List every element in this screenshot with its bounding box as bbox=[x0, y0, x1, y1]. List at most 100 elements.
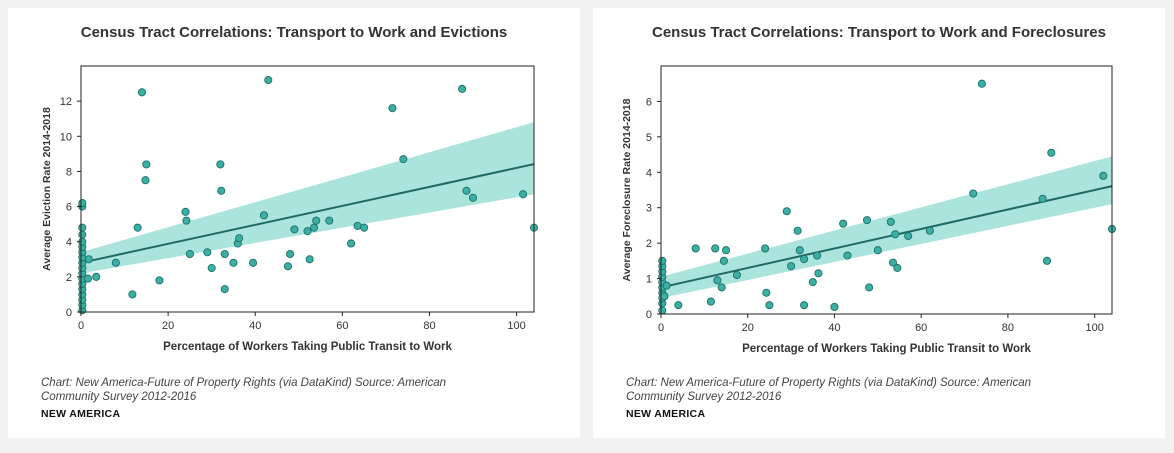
y-axis-label: Average Foreclosure Rate 2014-2018 bbox=[621, 98, 633, 281]
y-tick-label: 10 bbox=[60, 131, 72, 143]
data-point bbox=[519, 190, 528, 199]
data-point bbox=[137, 88, 147, 97]
data-point bbox=[1047, 148, 1056, 157]
data-point bbox=[399, 155, 408, 164]
data-point bbox=[904, 232, 913, 241]
chart-caption: Chart: New America-Future of Property Ri… bbox=[626, 377, 1031, 403]
data-point bbox=[388, 104, 397, 113]
y-tick-label: 0 bbox=[66, 307, 72, 319]
data-point bbox=[182, 216, 191, 225]
data-point bbox=[207, 264, 216, 273]
data-point bbox=[84, 255, 93, 264]
brand-label: NEW AMERICA bbox=[41, 408, 121, 420]
x-tick-label: 20 bbox=[162, 320, 174, 332]
data-point bbox=[658, 256, 667, 265]
data-point bbox=[888, 258, 898, 267]
data-point bbox=[761, 244, 770, 253]
data-point bbox=[468, 193, 478, 202]
data-point bbox=[721, 246, 731, 255]
data-point bbox=[217, 186, 226, 195]
chart-caption: Chart: New America-Future of Property Ri… bbox=[41, 377, 446, 403]
x-tick-label: 0 bbox=[658, 322, 664, 334]
y-tick-label: 2 bbox=[66, 272, 72, 284]
regression-line bbox=[80, 163, 535, 264]
data-point bbox=[141, 176, 150, 185]
data-point bbox=[717, 283, 726, 292]
chart-title: Census Tract Correlations: Transport to … bbox=[80, 24, 508, 41]
data-point bbox=[886, 217, 895, 226]
data-point bbox=[229, 258, 238, 267]
data-point bbox=[78, 223, 87, 232]
y-tick-label: 0 bbox=[646, 309, 652, 321]
y-tick-label: 4 bbox=[66, 237, 72, 249]
y-tick-label: 5 bbox=[646, 132, 652, 144]
data-point bbox=[286, 249, 295, 259]
data-point bbox=[873, 246, 882, 255]
data-point bbox=[305, 255, 314, 264]
data-point bbox=[706, 297, 715, 306]
plot-frame bbox=[80, 65, 535, 313]
data-point bbox=[977, 79, 986, 88]
chart-panel-foreclosures: Census Tract Correlations: Transport to … bbox=[593, 8, 1165, 438]
data-point bbox=[800, 255, 809, 264]
data-point bbox=[658, 306, 667, 315]
y-axis-label: Average Eviction Rate 2014-2018 bbox=[41, 107, 53, 271]
data-point bbox=[925, 226, 934, 235]
x-tick-label: 100 bbox=[507, 320, 525, 332]
data-point bbox=[795, 246, 804, 255]
confidence-band bbox=[661, 156, 1112, 299]
data-point bbox=[1038, 194, 1047, 203]
data-point bbox=[78, 230, 87, 239]
data-point bbox=[259, 211, 268, 220]
x-tick-label: 0 bbox=[78, 320, 84, 332]
data-point bbox=[142, 160, 151, 169]
data-point bbox=[220, 249, 229, 259]
x-tick-label: 80 bbox=[1002, 322, 1014, 334]
y-tick-label: 3 bbox=[646, 203, 652, 215]
data-point bbox=[155, 276, 164, 285]
data-point bbox=[216, 160, 225, 169]
data-point bbox=[312, 216, 321, 225]
data-point bbox=[660, 292, 669, 301]
y-tick-label: 4 bbox=[646, 167, 652, 179]
data-point bbox=[1042, 256, 1052, 265]
data-point bbox=[691, 244, 700, 253]
data-point bbox=[839, 219, 848, 228]
chart-panel-evictions: Census Tract Correlations: Transport to … bbox=[8, 8, 580, 438]
brand-label: NEW AMERICA bbox=[626, 408, 706, 420]
data-point bbox=[893, 263, 902, 272]
y-tick-label: 8 bbox=[66, 166, 72, 178]
data-point bbox=[711, 244, 720, 253]
data-point bbox=[674, 301, 683, 310]
x-tick-label: 100 bbox=[1085, 322, 1103, 334]
data-point bbox=[360, 223, 369, 232]
data-point bbox=[353, 221, 362, 230]
x-tick-label: 20 bbox=[742, 322, 754, 334]
data-point bbox=[111, 258, 120, 267]
data-point bbox=[290, 225, 299, 234]
data-point bbox=[203, 248, 212, 257]
x-axis-label: Percentage of Workers Taking Public Tran… bbox=[163, 341, 452, 353]
data-point bbox=[309, 223, 319, 232]
data-point bbox=[843, 251, 852, 260]
data-point bbox=[713, 276, 722, 285]
plot-frame bbox=[660, 65, 1113, 315]
data-point bbox=[303, 227, 312, 236]
data-point bbox=[283, 262, 292, 271]
data-point bbox=[765, 301, 774, 310]
data-point bbox=[92, 272, 101, 281]
data-point bbox=[249, 258, 258, 267]
data-point bbox=[800, 301, 809, 310]
confidence-band bbox=[81, 122, 534, 274]
x-tick-label: 60 bbox=[336, 320, 348, 332]
data-point bbox=[782, 207, 791, 216]
data-point bbox=[220, 285, 229, 294]
data-point bbox=[83, 274, 93, 283]
y-tick-label: 6 bbox=[646, 96, 652, 108]
data-point bbox=[128, 290, 137, 299]
x-tick-label: 40 bbox=[249, 320, 261, 332]
data-point bbox=[235, 234, 244, 243]
data-point bbox=[325, 216, 334, 225]
data-point bbox=[969, 189, 978, 198]
